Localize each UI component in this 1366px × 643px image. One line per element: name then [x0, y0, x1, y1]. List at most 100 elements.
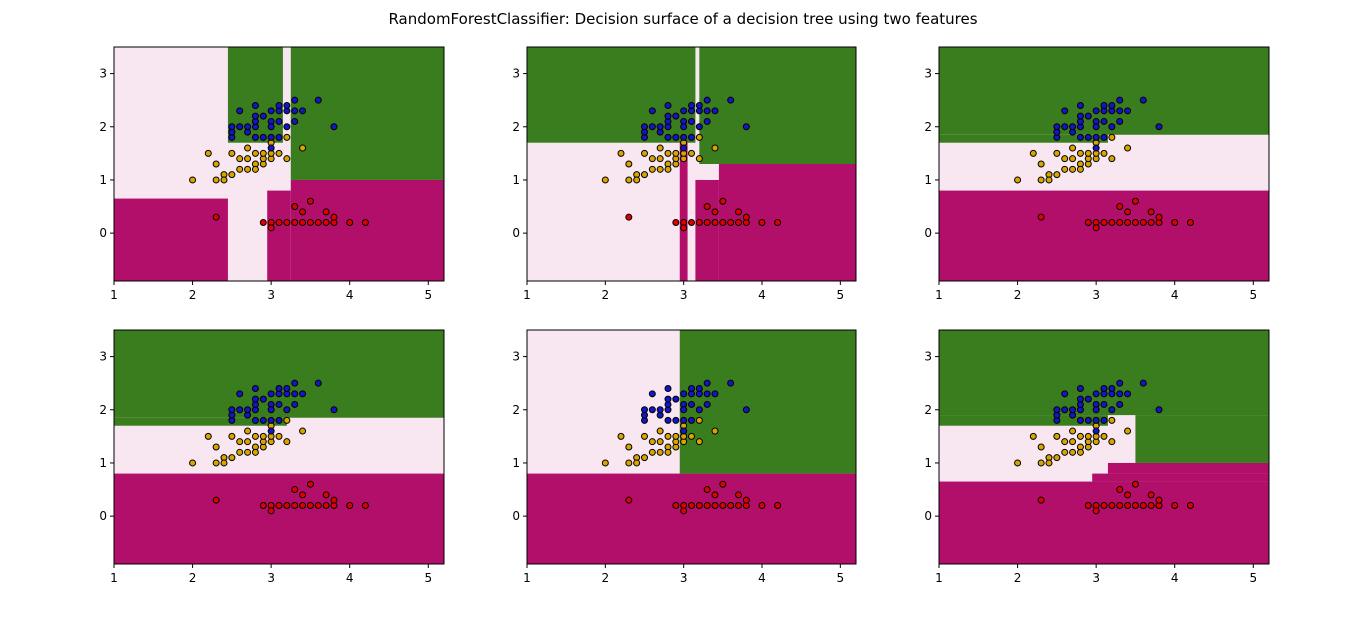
- data-point-setosa: [1155, 496, 1163, 504]
- data-point-virginica: [1092, 416, 1100, 424]
- data-point-virginica: [664, 416, 672, 424]
- data-point-versicolor: [664, 448, 672, 456]
- data-point-versicolor: [1061, 438, 1069, 446]
- decision-region-setosa: [114, 473, 444, 564]
- data-point-versicolor: [625, 459, 633, 467]
- data-point-setosa: [695, 502, 703, 509]
- data-point-versicolor: [617, 149, 625, 157]
- data-point-virginica: [267, 390, 275, 398]
- data-point-versicolor: [625, 176, 633, 184]
- data-point-virginica: [1116, 117, 1124, 125]
- data-point-versicolor: [204, 149, 212, 157]
- data-point-setosa: [711, 208, 719, 216]
- y-tick-label: 1: [924, 456, 932, 470]
- data-point-versicolor: [1076, 448, 1084, 456]
- data-point-versicolor: [244, 144, 252, 152]
- data-point-setosa: [758, 219, 766, 226]
- data-point-setosa: [314, 219, 322, 226]
- data-point-virginica: [1053, 406, 1061, 414]
- data-point-versicolor: [1076, 165, 1084, 173]
- data-point-versicolor: [283, 155, 291, 163]
- data-point-virginica: [236, 123, 244, 131]
- data-point-virginica: [1076, 395, 1084, 403]
- y-tick-label: 0: [99, 226, 107, 240]
- data-point-versicolor: [617, 432, 625, 440]
- data-point-setosa: [1037, 213, 1045, 221]
- data-point-versicolor: [1069, 448, 1077, 456]
- data-point-versicolor: [1037, 176, 1045, 184]
- x-tick-label: 5: [424, 288, 432, 302]
- data-point-virginica: [267, 406, 275, 414]
- decision-region-setosa: [267, 190, 291, 281]
- data-point-setosa: [688, 219, 695, 226]
- data-point-setosa: [306, 480, 314, 488]
- data-point-versicolor: [1014, 176, 1022, 184]
- data-point-virginica: [695, 385, 703, 392]
- data-point-versicolor: [1069, 155, 1077, 163]
- data-point-setosa: [291, 219, 299, 226]
- data-point-virginica: [1061, 406, 1069, 414]
- data-point-virginica: [314, 379, 322, 387]
- data-point-setosa: [1108, 219, 1116, 226]
- data-point-virginica: [727, 379, 735, 387]
- data-point-setosa: [291, 502, 299, 509]
- decision-region-virginica: [114, 417, 287, 426]
- y-tick-label: 1: [512, 456, 520, 470]
- data-point-setosa: [711, 219, 719, 226]
- data-point-setosa: [735, 208, 742, 216]
- data-point-setosa: [1147, 502, 1155, 509]
- data-point-virginica: [275, 385, 283, 392]
- data-point-versicolor: [695, 133, 703, 141]
- data-point-virginica: [680, 144, 688, 152]
- data-point-virginica: [703, 390, 711, 398]
- data-point-setosa: [1186, 219, 1194, 226]
- data-point-versicolor: [1108, 155, 1116, 163]
- data-point-versicolor: [251, 448, 259, 456]
- data-point-versicolor: [236, 155, 244, 163]
- data-point-virginica: [1124, 107, 1132, 115]
- data-point-versicolor: [283, 416, 291, 424]
- data-point-virginica: [1061, 107, 1069, 115]
- y-tick-label: 3: [99, 67, 107, 81]
- data-point-virginica: [1108, 406, 1116, 414]
- decision-region-virginica: [939, 134, 1108, 143]
- data-point-setosa: [727, 502, 735, 509]
- data-point-setosa: [1124, 502, 1132, 509]
- data-point-virginica: [283, 385, 291, 392]
- data-point-setosa: [322, 491, 330, 499]
- data-point-virginica: [656, 406, 664, 414]
- data-point-setosa: [267, 224, 275, 232]
- data-point-setosa: [719, 197, 727, 205]
- data-point-setosa: [1116, 219, 1124, 226]
- x-tick-label: 1: [523, 571, 531, 585]
- data-point-virginica: [648, 390, 656, 398]
- y-tick-label: 1: [924, 173, 932, 187]
- x-tick-label: 2: [602, 288, 610, 302]
- data-point-versicolor: [641, 454, 648, 462]
- decision-region-setosa: [939, 481, 1269, 564]
- data-point-virginica: [664, 385, 672, 392]
- data-point-versicolor: [251, 149, 259, 157]
- data-point-virginica: [1116, 379, 1124, 387]
- data-point-virginica: [641, 123, 648, 131]
- data-point-setosa: [774, 502, 782, 509]
- data-point-versicolor: [236, 165, 244, 173]
- data-point-virginica: [664, 133, 672, 141]
- data-point-versicolor: [1069, 427, 1077, 435]
- subplot-3: 1 2 3 4 5 0 1 2 3: [924, 46, 1270, 302]
- x-tick-label: 4: [346, 288, 354, 302]
- data-point-setosa: [735, 502, 742, 509]
- x-tick-label: 4: [758, 288, 766, 302]
- data-point-setosa: [703, 219, 711, 226]
- data-point-virginica: [244, 406, 252, 414]
- data-point-versicolor: [1045, 459, 1053, 467]
- data-point-virginica: [1084, 416, 1092, 424]
- data-point-virginica: [688, 385, 695, 392]
- data-point-versicolor: [189, 459, 197, 467]
- data-point-setosa: [291, 486, 299, 494]
- y-tick-label: 2: [512, 120, 520, 134]
- data-point-versicolor: [1053, 171, 1061, 179]
- data-point-versicolor: [1069, 144, 1077, 152]
- y-tick-label: 0: [512, 509, 520, 523]
